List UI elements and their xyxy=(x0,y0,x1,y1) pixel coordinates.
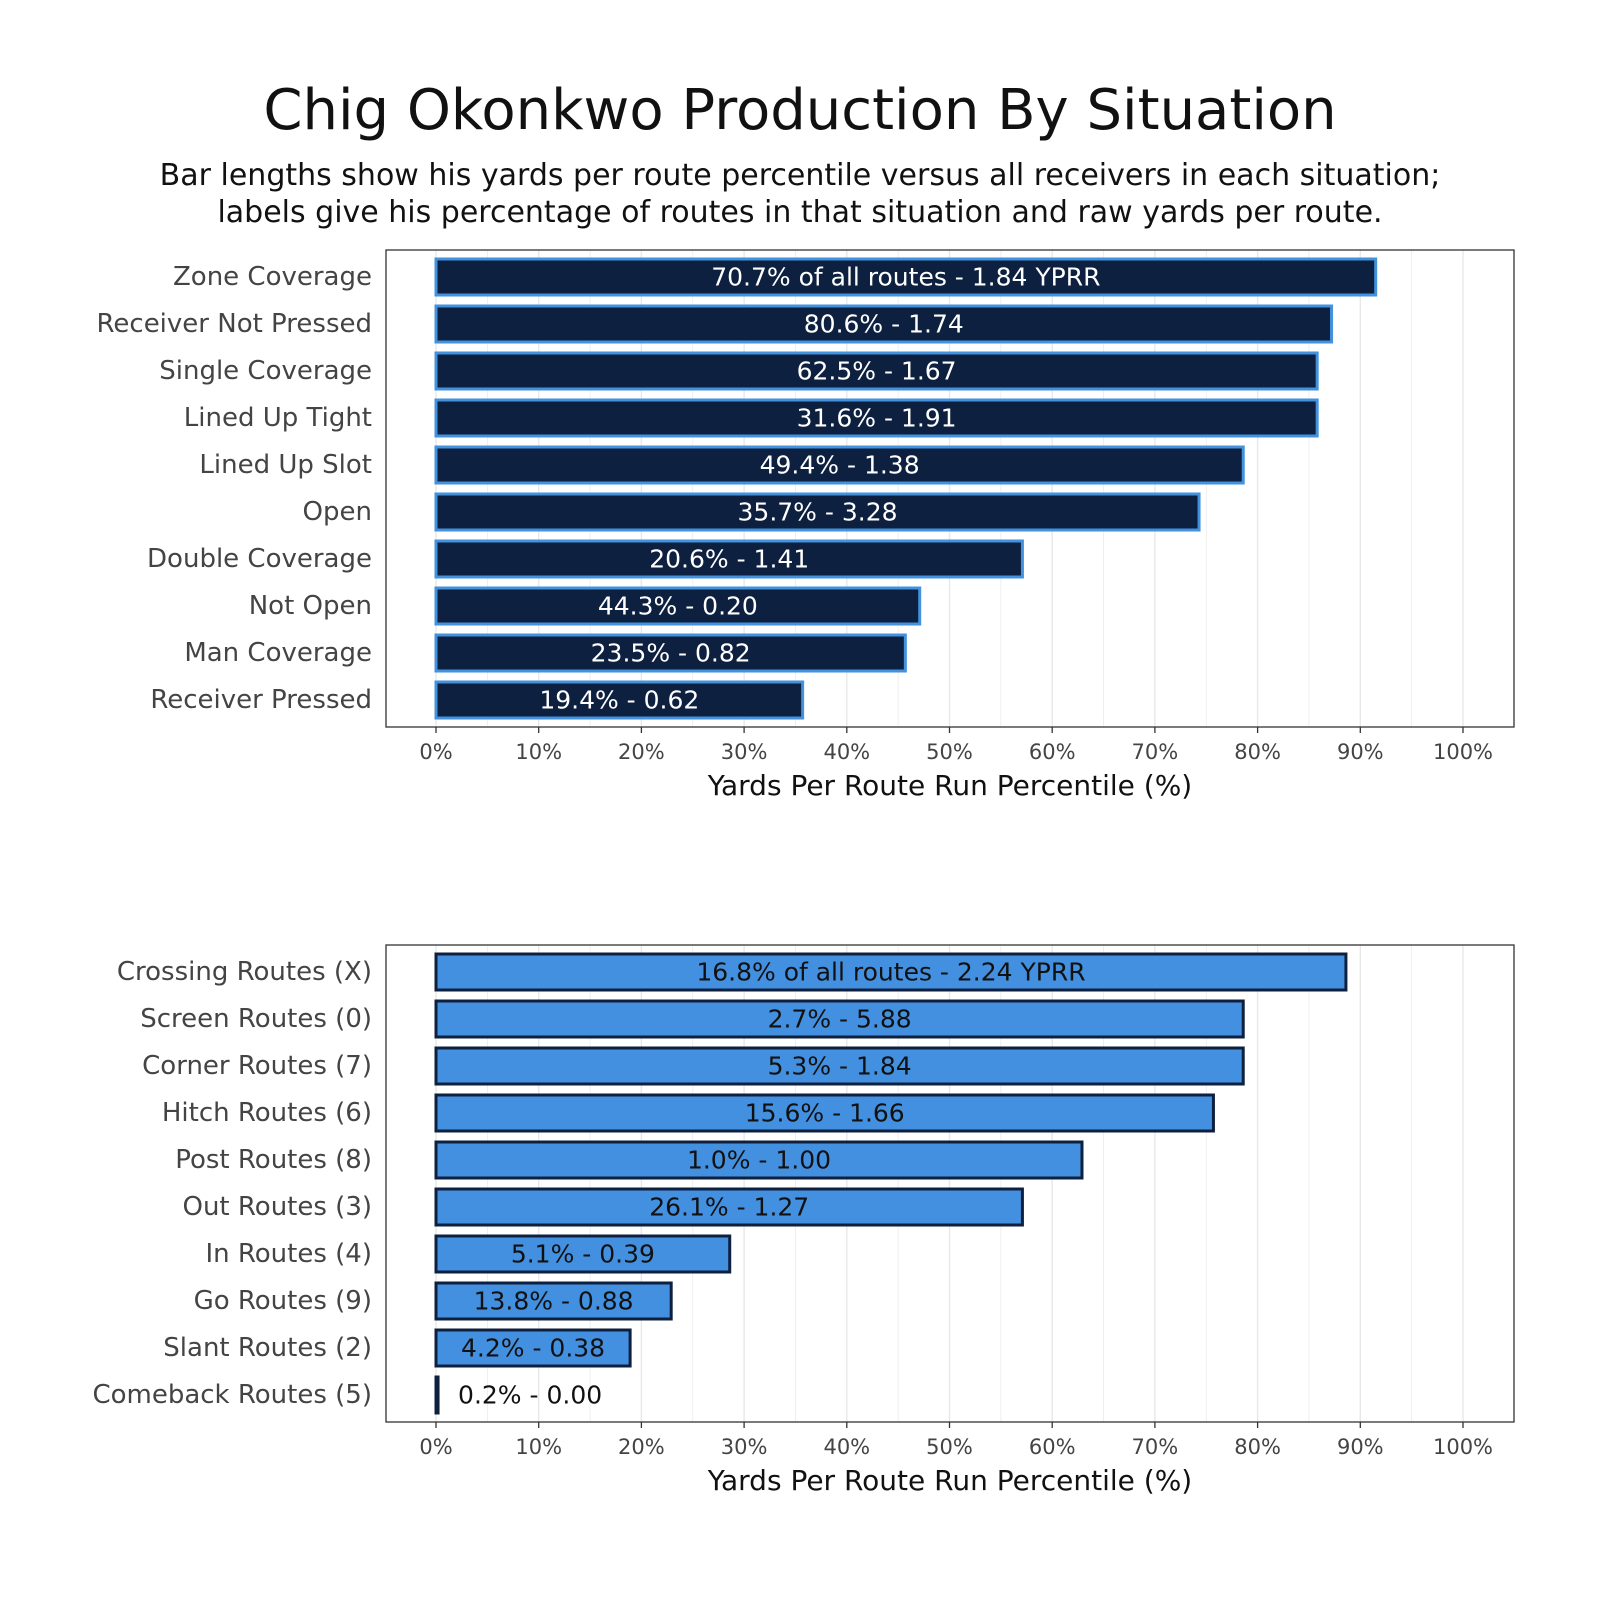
x-tick-label: 30% xyxy=(721,740,768,764)
bar-label: 16.8% of all routes - 2.24 YPRR xyxy=(696,958,1085,987)
category-label: Open xyxy=(303,497,372,527)
x-tick-label: 70% xyxy=(1132,1435,1179,1459)
bar-label: 13.8% - 0.88 xyxy=(474,1287,634,1316)
x-tick-label: 30% xyxy=(721,1435,768,1459)
chart-title: Chig Okonkwo Production By Situation xyxy=(263,78,1337,143)
x-tick-label: 50% xyxy=(926,740,973,764)
x-tick-label: 60% xyxy=(1029,1435,1076,1459)
bar-label: 2.7% - 5.88 xyxy=(768,1005,912,1034)
category-label: Lined Up Slot xyxy=(199,450,372,480)
x-tick-label: 90% xyxy=(1337,1435,1384,1459)
category-label: In Routes (4) xyxy=(205,1239,372,1269)
x-tick-label: 50% xyxy=(926,1435,973,1459)
route-type-bar-chart: Crossing Routes (X) 16.8% of all routes -… xyxy=(92,944,1515,1495)
bar-label: 19.4% - 0.62 xyxy=(539,686,699,715)
bar xyxy=(434,1328,632,1368)
category-label: Receiver Pressed xyxy=(150,685,372,715)
category-label: Lined Up Tight xyxy=(184,403,372,433)
bar-label: 44.3% - 0.20 xyxy=(598,592,758,621)
bar xyxy=(434,999,1245,1039)
bar xyxy=(434,257,1378,297)
category-label: Out Routes (3) xyxy=(182,1192,372,1222)
bar xyxy=(434,1234,732,1274)
x-axis-title: Yards Per Route Run Percentile (%) xyxy=(707,769,1192,800)
bar xyxy=(434,351,1319,391)
x-tick-label: 10% xyxy=(515,740,562,764)
category-label: Receiver Not Pressed xyxy=(97,309,373,339)
bar xyxy=(434,445,1245,485)
category-label: Man Coverage xyxy=(184,638,372,668)
x-tick-label: 70% xyxy=(1132,740,1179,764)
category-label: Hitch Routes (6) xyxy=(162,1098,372,1128)
bar-label: 62.5% - 1.67 xyxy=(797,357,957,386)
bar xyxy=(434,304,1334,344)
category-label: Zone Coverage xyxy=(173,262,372,292)
bar xyxy=(434,1281,673,1321)
category-label: Crossing Routes (X) xyxy=(117,957,372,987)
category-label: Not Open xyxy=(249,591,372,621)
bar-label: 4.2% - 0.38 xyxy=(461,1334,605,1363)
bar xyxy=(434,1375,440,1415)
bar xyxy=(434,1140,1084,1180)
bar-label: 31.6% - 1.91 xyxy=(797,404,957,433)
bar-label: 26.1% - 1.27 xyxy=(649,1193,809,1222)
category-label: Corner Routes (7) xyxy=(142,1051,372,1081)
bar-label: 23.5% - 0.82 xyxy=(591,639,751,668)
x-tick-label: 80% xyxy=(1234,740,1281,764)
bar-label: 1.0% - 1.00 xyxy=(687,1146,831,1175)
chart-subtitle-line-1: Bar lengths show his yards per route per… xyxy=(159,158,1441,193)
category-label: Go Routes (9) xyxy=(194,1286,372,1316)
category-label: Comeback Routes (5) xyxy=(92,1380,372,1410)
x-tick-label: 10% xyxy=(515,1435,562,1459)
bar-label: 20.6% - 1.41 xyxy=(649,545,809,574)
bar xyxy=(434,586,922,626)
bar-label: 5.1% - 0.39 xyxy=(511,1240,655,1269)
bar-label: 5.3% - 1.84 xyxy=(768,1052,912,1081)
x-tick-label: 100% xyxy=(1433,740,1493,764)
bar xyxy=(434,539,1024,579)
category-label: Single Coverage xyxy=(159,356,372,386)
category-label: Screen Routes (0) xyxy=(140,1004,372,1034)
x-tick-label: 100% xyxy=(1433,1435,1493,1459)
category-label: Post Routes (8) xyxy=(175,1145,372,1175)
bar-label: 15.6% - 1.66 xyxy=(745,1099,905,1128)
x-axis-title: Yards Per Route Run Percentile (%) xyxy=(707,1464,1192,1495)
x-tick-label: 20% xyxy=(618,740,665,764)
bar-label: 0.2% - 0.00 xyxy=(458,1381,602,1410)
bar xyxy=(434,952,1348,992)
x-tick-label: 40% xyxy=(823,740,870,764)
situation-bar-chart: Zone Coverage 70.7% of all routes - 1.84 … xyxy=(97,249,1515,800)
bar-label: 80.6% - 1.74 xyxy=(804,310,964,339)
x-tick-label: 40% xyxy=(823,1435,870,1459)
bar xyxy=(434,1046,1245,1086)
category-label: Slant Routes (2) xyxy=(163,1333,372,1363)
chart-subtitle-line-2: labels give his percentage of routes in … xyxy=(217,195,1383,230)
bar xyxy=(434,398,1319,438)
x-tick-label: 0% xyxy=(419,740,452,764)
bar-label: 70.7% of all routes - 1.84 YPRR xyxy=(711,263,1100,292)
category-label: Double Coverage xyxy=(147,544,372,574)
x-tick-label: 0% xyxy=(419,1435,452,1459)
bar xyxy=(434,633,907,673)
bar-label: 35.7% - 3.28 xyxy=(738,498,898,527)
x-tick-label: 20% xyxy=(618,1435,665,1459)
x-tick-label: 60% xyxy=(1029,740,1076,764)
bar xyxy=(434,1093,1215,1133)
bar-label: 49.4% - 1.38 xyxy=(760,451,920,480)
x-tick-label: 90% xyxy=(1337,740,1384,764)
bar xyxy=(434,680,805,720)
bar xyxy=(434,1187,1024,1227)
bar xyxy=(434,492,1201,532)
x-tick-label: 80% xyxy=(1234,1435,1281,1459)
